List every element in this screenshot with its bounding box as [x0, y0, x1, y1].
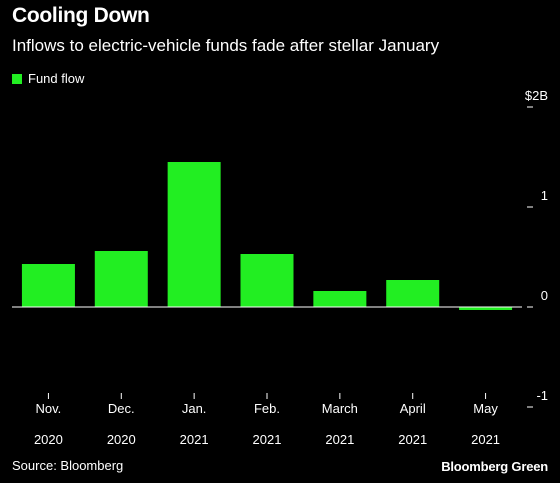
- legend-swatch: [12, 73, 22, 84]
- bar-1: [94, 251, 148, 307]
- x-tick-label-0: Nov.: [36, 401, 62, 416]
- x-tick-label-year-1: 2020: [107, 432, 136, 447]
- bar-4: [313, 291, 367, 307]
- bar-6: [459, 307, 513, 310]
- bar-3: [240, 254, 294, 307]
- legend: Fund flow: [12, 71, 84, 86]
- x-tick-label-year-0: 2020: [34, 432, 63, 447]
- x-tick-label-year-5: 2021: [398, 432, 427, 447]
- y-tick-label-0: $2B: [525, 88, 548, 103]
- legend-label: Fund flow: [28, 71, 85, 86]
- chart-subtitle: Inflows to electric-vehicle funds fade a…: [12, 36, 440, 55]
- brand-logo: Bloomberg Green: [441, 459, 548, 474]
- chart-title: Cooling Down: [12, 4, 150, 27]
- x-tick-label-1: Dec.: [108, 401, 135, 416]
- x-tick-label-5: April: [400, 401, 426, 416]
- x-tick-label-year-6: 2021: [471, 432, 500, 447]
- x-tick-label-3: Feb.: [254, 401, 280, 416]
- bar-2: [167, 162, 221, 307]
- bar-5: [386, 280, 440, 307]
- x-tick-label-2: Jan.: [182, 401, 207, 416]
- x-tick-label-year-2: 2021: [180, 432, 209, 447]
- y-tick-label-3: -1: [536, 388, 548, 403]
- y-tick-label-2: 0: [541, 288, 548, 303]
- x-tick-label-6: May: [473, 401, 498, 416]
- bar-0: [21, 264, 75, 307]
- source-note: Source: Bloomberg: [12, 458, 124, 473]
- x-tick-label-year-3: 2021: [253, 432, 282, 447]
- x-tick-label-year-4: 2021: [325, 432, 354, 447]
- x-tick-label-4: March: [322, 401, 358, 416]
- y-tick-label-1: 1: [541, 188, 548, 203]
